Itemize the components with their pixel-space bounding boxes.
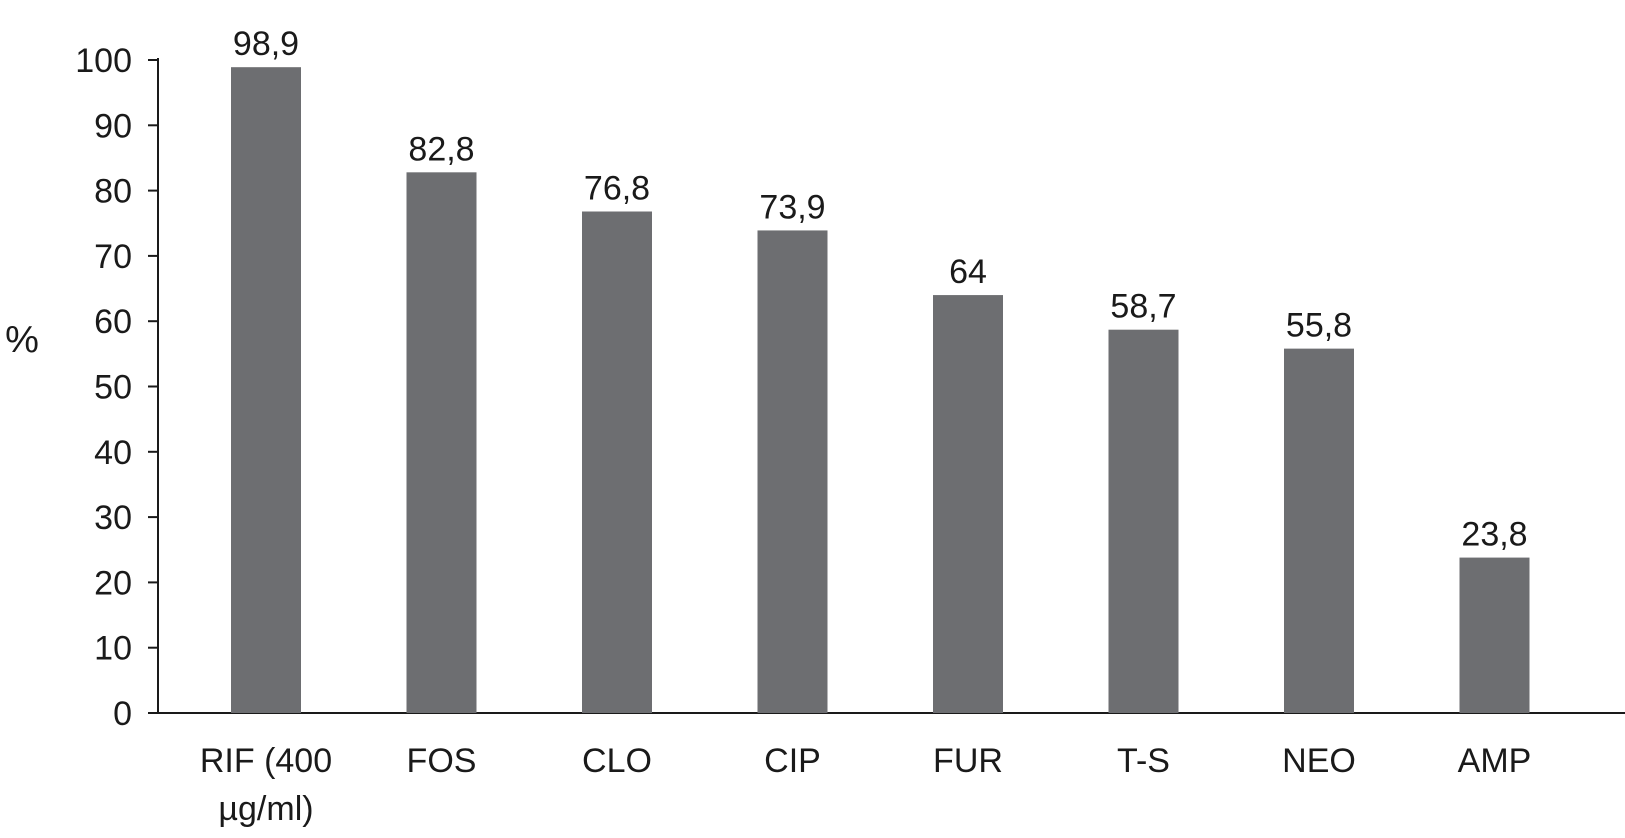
bar: [757, 230, 828, 714]
data-label: 82,8: [408, 130, 474, 168]
data-label: 64: [949, 253, 987, 291]
y-tick-label: 90: [94, 107, 132, 145]
x-tick-label: FOS: [407, 742, 477, 780]
x-tick-label: FUR: [933, 742, 1003, 780]
y-tick-label: 20: [94, 564, 132, 602]
y-tick-label: 80: [94, 173, 132, 211]
y-tick-label: 40: [94, 434, 132, 472]
bar: [231, 67, 301, 714]
data-label: 55,8: [1286, 307, 1352, 345]
y-tick-label: 0: [113, 695, 132, 733]
data-label: 76,8: [584, 169, 650, 207]
bar: [1108, 329, 1179, 713]
x-tick-label: NEO: [1282, 742, 1356, 780]
x-tick-label: µg/ml): [218, 790, 313, 828]
y-tick-label: 60: [94, 303, 132, 341]
axes: 0 10 20 30 40 50 60 70 80 90 100: [75, 42, 1625, 733]
x-tick-label: RIF (400: [200, 742, 332, 780]
data-label: 98,9: [233, 25, 299, 63]
y-tick-label: 50: [94, 369, 132, 407]
y-tick-label: 30: [94, 499, 132, 537]
y-axis-label: %: [5, 319, 39, 361]
labels: 98,9 RIF (400 µg/ml) 82,8 FOS 76,8 CLO 73,9 CIP 6…: [200, 25, 1531, 828]
x-tick-label: T-S: [1117, 742, 1170, 780]
data-label: 73,9: [759, 188, 825, 226]
y-tick-label: 10: [94, 630, 132, 668]
y-tick-label: 100: [75, 42, 132, 80]
bars: [231, 67, 1530, 714]
x-tick-label: AMP: [1458, 742, 1532, 780]
x-tick-label: CIP: [764, 742, 821, 780]
data-label: 58,7: [1110, 288, 1176, 326]
data-label: 23,8: [1461, 516, 1527, 554]
y-tick-label: 70: [94, 238, 132, 276]
x-tick-label: CLO: [582, 742, 652, 780]
bar: [1284, 348, 1354, 713]
bar: [406, 172, 477, 714]
bar: [1459, 557, 1530, 713]
bar: [582, 211, 652, 713]
bar: [933, 295, 1003, 713]
